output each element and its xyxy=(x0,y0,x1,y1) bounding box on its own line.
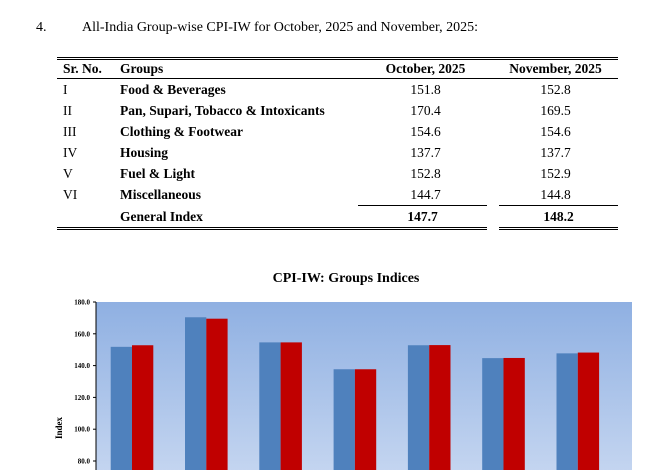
table-cell: 144.7 xyxy=(410,187,441,202)
table-row: General Index 147.7 148.2 xyxy=(57,205,618,230)
table-row: IV Housing 137.7 137.7 xyxy=(57,142,618,163)
table-cell: III xyxy=(63,124,77,139)
bar xyxy=(110,346,132,470)
table-cell: 152.8 xyxy=(540,82,571,97)
table-cell: Groups xyxy=(114,57,358,79)
table-row: II Pan, Supari, Tobacco & Intoxicants 170.… xyxy=(57,100,618,121)
table-row: III Clothing & Footwear 154.6 154.6 xyxy=(57,121,618,142)
table-cell: 147.7 xyxy=(358,205,499,230)
bar xyxy=(333,369,355,470)
bar xyxy=(482,358,504,470)
table-cell: IV xyxy=(63,145,78,160)
bar xyxy=(280,342,302,470)
table-cell: 148.2 xyxy=(493,205,618,230)
y-tick-label: 180.0 xyxy=(74,299,90,307)
y-tick-label: 160.0 xyxy=(74,330,90,338)
table-cell: Food & Beverages xyxy=(120,82,226,97)
bar xyxy=(556,353,578,470)
table-cell: 144.8 xyxy=(540,187,571,202)
bar xyxy=(577,352,600,470)
heading-text: All-India Group-wise CPI-IW for October,… xyxy=(82,20,478,35)
table-cell: Fuel & Light xyxy=(120,166,196,181)
table-cell: General Index xyxy=(114,205,358,230)
table-cell: 137.7 xyxy=(540,145,571,160)
cpi-table: Sr. No. Groups October, 2025 November, 2025… xyxy=(57,57,618,230)
bar xyxy=(132,345,154,470)
heading-number: 4. xyxy=(36,20,47,35)
bar xyxy=(503,357,525,470)
table-cell: 151.8 xyxy=(410,82,441,97)
y-tick-label: 100.0 xyxy=(74,426,90,434)
table-cell: 154.6 xyxy=(540,124,571,139)
table-cell: Clothing & Footwear xyxy=(120,124,243,139)
table-cell: II xyxy=(63,103,72,118)
table-cell xyxy=(57,205,114,230)
table-cell: 137.7 xyxy=(410,145,441,160)
y-tick-label: 80.0 xyxy=(78,458,91,466)
table-cell: 152.9 xyxy=(540,166,571,181)
y-axis-label: Index xyxy=(54,417,64,440)
table-row: Sr. No. Groups October, 2025 November, 2025 xyxy=(57,57,618,79)
y-tick-label: 140.0 xyxy=(74,362,90,370)
bar xyxy=(185,317,207,470)
chart-title: CPI-IW: Groups Indices xyxy=(273,271,420,286)
bar xyxy=(429,345,451,470)
table-cell: 152.8 xyxy=(410,166,441,181)
bar xyxy=(407,345,430,470)
table-row: VI Miscellaneous 144.7 144.8 xyxy=(57,184,618,206)
bar xyxy=(206,318,228,470)
table-cell: V xyxy=(63,166,73,181)
table-cell: November, 2025 xyxy=(493,57,618,79)
bar xyxy=(354,369,377,470)
bar xyxy=(259,342,281,470)
table-cell: 154.6 xyxy=(410,124,441,139)
table-cell: October, 2025 xyxy=(358,57,493,79)
table-row: I Food & Beverages 151.8 152.8 xyxy=(57,79,618,101)
y-tick-label: 120.0 xyxy=(74,394,90,402)
table-cell: 170.4 xyxy=(410,103,441,118)
table-cell: I xyxy=(63,82,68,97)
table-cell: VI xyxy=(63,187,78,203)
table-cell: Pan, Supari, Tobacco & Intoxicants xyxy=(120,103,325,118)
table-cell: Sr. No. xyxy=(57,57,114,79)
table-cell: Miscellaneous xyxy=(120,187,201,203)
table-cell: 169.5 xyxy=(540,103,571,118)
table-cell: Housing xyxy=(120,145,169,160)
table-row: V Fuel & Light 152.8 152.9 xyxy=(57,163,618,184)
